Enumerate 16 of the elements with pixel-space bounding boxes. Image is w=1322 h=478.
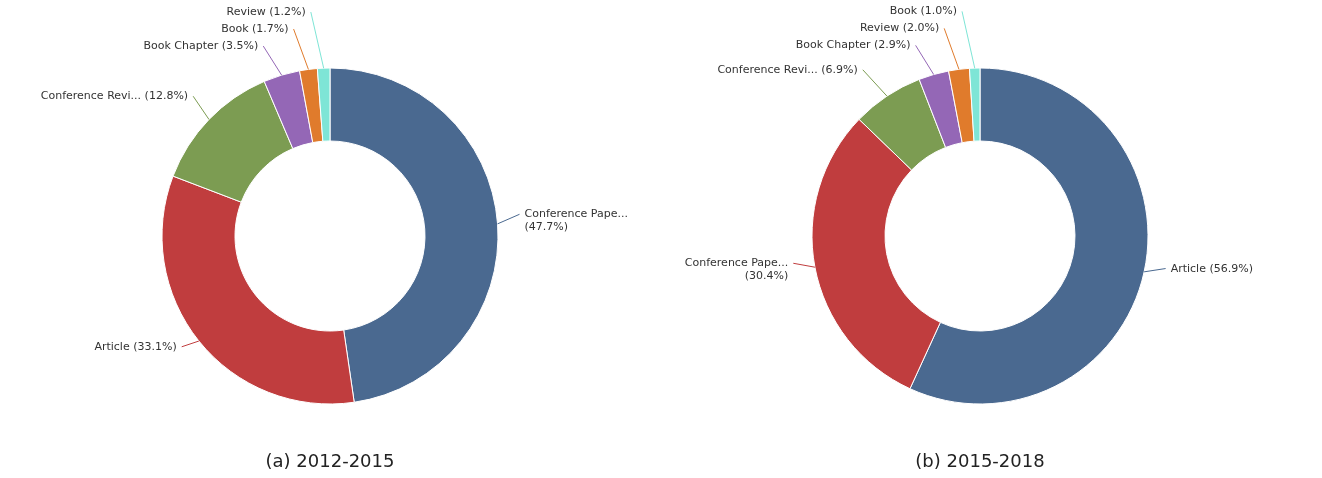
text: (a) 2012-2015	[265, 450, 395, 471]
slice-label: Conference Pape...	[684, 256, 789, 270]
slice-label: Conference Revi... (6.9%)	[717, 62, 858, 76]
slice-label: Article (56.9%)	[1170, 261, 1253, 275]
data-label: (47.7%)	[524, 220, 569, 234]
slice-label: Book (1.7%)	[221, 22, 289, 36]
slice-label: Book (1.0%)	[889, 4, 958, 18]
slice-label: Article (33.1%)	[94, 339, 177, 353]
data-label: (30.4%)	[744, 269, 789, 283]
slice-label: Review (2.0%)	[859, 21, 940, 35]
slice-label: Conference Revi... (12.8%)	[40, 89, 189, 103]
slice-label: Review (1.2%)	[226, 5, 306, 19]
slice-label: Book Chapter (2.9%)	[795, 38, 911, 52]
text: (b) 2015-2018	[915, 450, 1045, 471]
slice-label: Conference Pape...	[524, 207, 628, 221]
slice-label: Book Chapter (3.5%)	[143, 39, 259, 53]
